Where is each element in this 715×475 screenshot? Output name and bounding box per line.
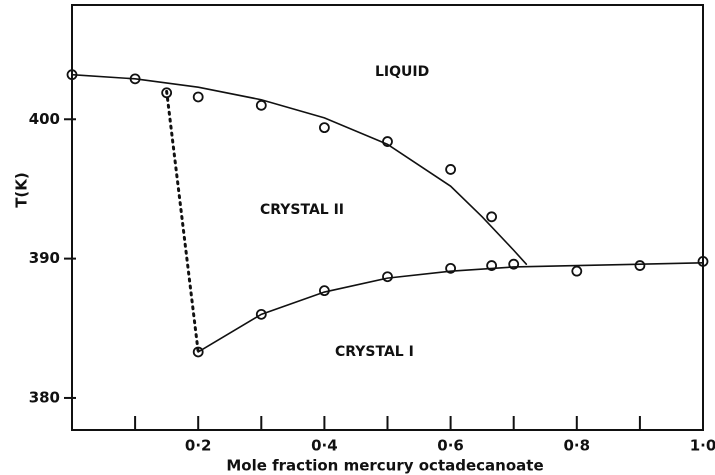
- data-point: [445, 262, 457, 274]
- data-point: [318, 122, 330, 134]
- data-point: [192, 91, 204, 103]
- y-axis-label: T(K): [13, 172, 31, 208]
- data-point: [508, 258, 520, 270]
- data-point: [486, 211, 498, 223]
- x-axis-label: Mole fraction mercury octadecanoate: [226, 457, 543, 475]
- data-point: [634, 260, 646, 271]
- y-tick-label: 400: [29, 110, 60, 128]
- data-point: [445, 164, 457, 175]
- x-tick-label: 0·8: [564, 437, 591, 455]
- annotation: LIQUID: [375, 64, 429, 80]
- x-tick-label: 1·0: [690, 437, 715, 455]
- annotation: CRYSTAL II: [260, 202, 344, 218]
- phase-boundary: [71, 73, 528, 265]
- data-point: [255, 308, 267, 320]
- annotation: CRYSTAL I: [335, 344, 414, 360]
- y-tick-label: 390: [29, 249, 60, 267]
- data-point: [571, 265, 583, 277]
- data-point: [255, 99, 267, 111]
- x-tick-label: 0·4: [311, 437, 338, 455]
- data-point: [382, 136, 393, 147]
- data-point: [382, 271, 393, 283]
- x-tick-label: 0·6: [437, 437, 464, 455]
- data-point: [486, 260, 498, 271]
- dotted-boundary: [165, 89, 200, 354]
- x-tick-label: 0·2: [185, 437, 212, 455]
- data-point: [697, 255, 709, 267]
- phase-boundary: [197, 261, 704, 353]
- y-tick-label: 380: [29, 388, 60, 406]
